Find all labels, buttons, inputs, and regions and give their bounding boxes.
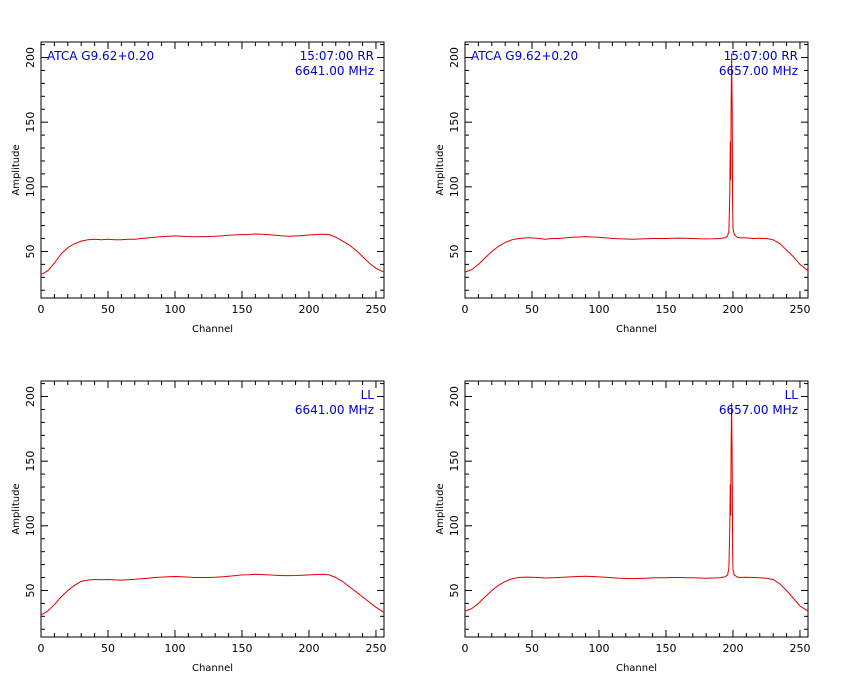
x-tick-label: 250 bbox=[365, 642, 386, 655]
y-axis-label: Amplitude bbox=[11, 144, 22, 195]
x-tick-label: 100 bbox=[588, 303, 609, 316]
time-pol-label: 15:07:00 RR bbox=[724, 49, 798, 63]
x-tick-label: 100 bbox=[164, 642, 185, 655]
y-tick-label: 50 bbox=[24, 244, 37, 258]
y-tick-label: 150 bbox=[24, 451, 37, 472]
time-pol-label: 15:07:00 RR bbox=[300, 49, 374, 63]
y-tick-label: 200 bbox=[448, 386, 461, 407]
frequency-label: 6641.00 MHz bbox=[295, 403, 374, 417]
panel-rr-6657: 0 50 100 150 200 250 50 100 150 200 Channel Amplitu… bbox=[435, 41, 810, 335]
source-label: ATCA G9.62+0.20 bbox=[47, 49, 154, 63]
y-tick-label: 50 bbox=[448, 583, 461, 597]
time-pol-label: LL bbox=[785, 388, 799, 402]
y-axis-label: Amplitude bbox=[11, 483, 22, 534]
y-tick-label: 200 bbox=[24, 386, 37, 407]
x-tick-label: 50 bbox=[101, 303, 115, 316]
y-tick-label: 200 bbox=[448, 47, 461, 68]
x-tick-label: 150 bbox=[231, 303, 252, 316]
x-axis-label: Channel bbox=[616, 663, 657, 674]
x-tick-label: 100 bbox=[588, 642, 609, 655]
y-tick-label: 200 bbox=[24, 47, 37, 68]
plot-frame bbox=[40, 380, 385, 638]
x-tick-label: 0 bbox=[38, 642, 45, 655]
spectrum-line bbox=[464, 53, 809, 273]
x-axis-label: Channel bbox=[192, 663, 233, 674]
y-tick-label: 100 bbox=[448, 515, 461, 536]
x-tick-label: 50 bbox=[525, 303, 539, 316]
x-tick-label: 200 bbox=[722, 303, 743, 316]
spectrum-line bbox=[40, 233, 385, 276]
x-tick-label: 150 bbox=[655, 303, 676, 316]
panel-rr-6641: 0 50 100 150 200 250 50 100 150 200 Channel Amplitu… bbox=[11, 41, 386, 335]
source-label: ATCA G9.62+0.20 bbox=[471, 49, 578, 63]
frequency-label: 6641.00 MHz bbox=[295, 64, 374, 78]
x-tick-label: 200 bbox=[298, 303, 319, 316]
x-tick-label: 150 bbox=[655, 642, 676, 655]
x-tick-label: 0 bbox=[462, 303, 469, 316]
y-tick-label: 50 bbox=[24, 583, 37, 597]
y-tick-label: 150 bbox=[24, 112, 37, 133]
panel-ll-6657: 0 50 100 150 200 250 50 100 150 200 Channel Amplitu… bbox=[435, 380, 810, 674]
x-axis-label: Channel bbox=[192, 324, 233, 335]
y-tick-label: 100 bbox=[448, 176, 461, 197]
spectrum-line bbox=[464, 402, 809, 612]
x-axis-label: Channel bbox=[616, 324, 657, 335]
y-tick-label: 150 bbox=[448, 451, 461, 472]
x-tick-label: 0 bbox=[38, 303, 45, 316]
x-tick-label: 50 bbox=[525, 642, 539, 655]
y-axis-label: Amplitude bbox=[435, 144, 446, 195]
x-tick-label: 0 bbox=[462, 642, 469, 655]
x-tick-label: 250 bbox=[365, 303, 386, 316]
y-tick-label: 150 bbox=[448, 112, 461, 133]
plot-frame bbox=[40, 41, 385, 299]
spectrum-line bbox=[40, 573, 385, 616]
x-tick-label: 100 bbox=[164, 303, 185, 316]
frequency-label: 6657.00 MHz bbox=[719, 64, 798, 78]
x-tick-label: 250 bbox=[789, 642, 810, 655]
y-tick-label: 50 bbox=[448, 244, 461, 258]
x-tick-label: 50 bbox=[101, 642, 115, 655]
plot-frame bbox=[464, 41, 809, 299]
y-tick-label: 100 bbox=[24, 176, 37, 197]
y-tick-label: 100 bbox=[24, 515, 37, 536]
x-tick-label: 250 bbox=[789, 303, 810, 316]
panel-ll-6641: 0 50 100 150 200 250 50 100 150 200 Channel Amplitu… bbox=[11, 380, 386, 674]
plot-frame bbox=[464, 380, 809, 638]
x-tick-label: 200 bbox=[298, 642, 319, 655]
frequency-label: 6657.00 MHz bbox=[719, 403, 798, 417]
x-tick-label: 200 bbox=[722, 642, 743, 655]
time-pol-label: LL bbox=[361, 388, 375, 402]
y-axis-label: Amplitude bbox=[435, 483, 446, 534]
x-tick-label: 150 bbox=[231, 642, 252, 655]
